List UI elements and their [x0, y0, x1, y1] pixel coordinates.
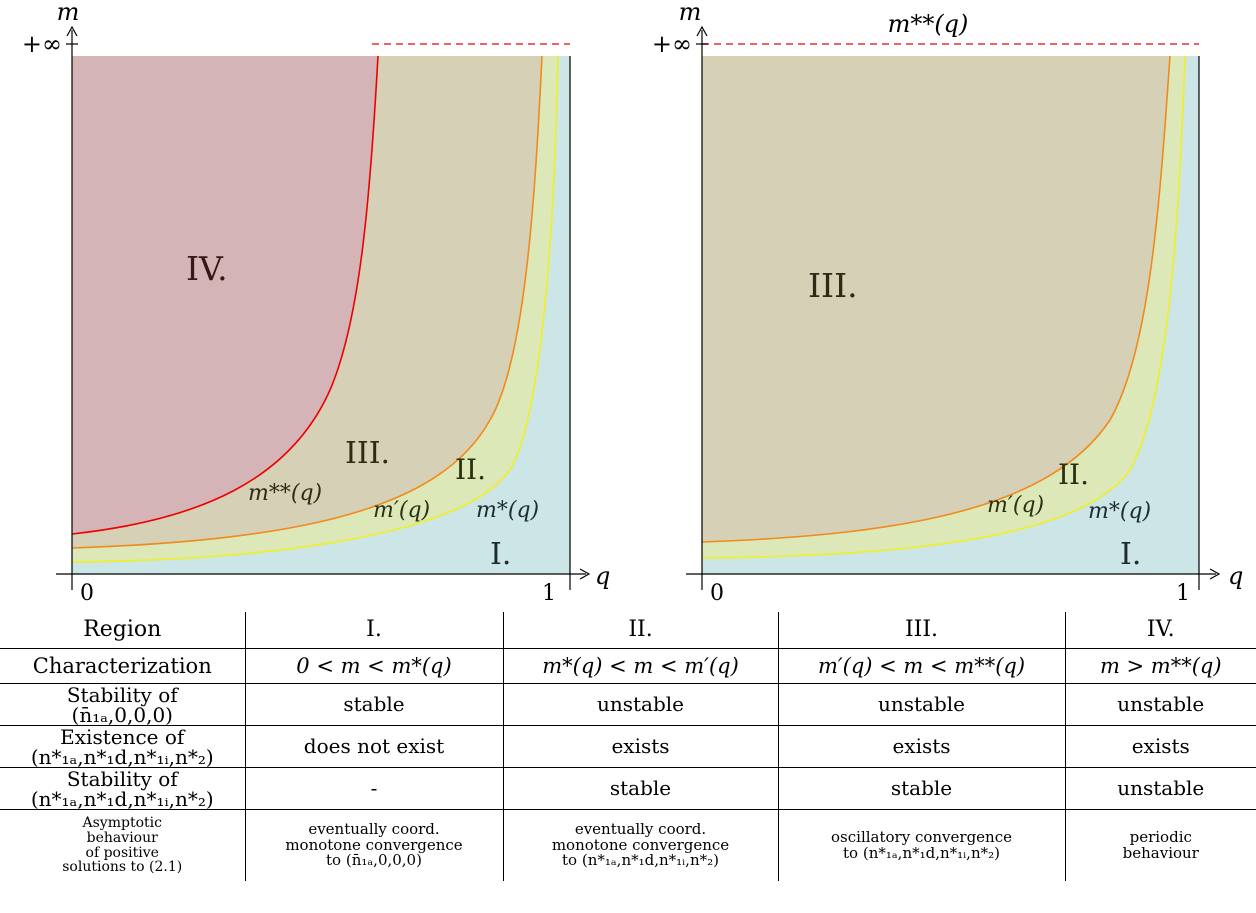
left-curve-m-prime: [71, 55, 543, 549]
left-y-axis-label: m: [57, 0, 80, 26]
left-x-axis-label: q: [595, 562, 610, 590]
asymptotic-label-line2: behaviour: [86, 829, 158, 846]
asymptotic-I: eventually coord. monotone convergence t…: [244, 809, 503, 881]
asymptotic-label-line1: Asymptotic: [82, 815, 162, 832]
left-plot: m +∞ q 0 1 IV. III. II. I. m**(q) m′(q) …: [22, 0, 610, 606]
left-region-I-label: I.: [490, 537, 511, 572]
stability-positive-III: stable: [777, 767, 1065, 810]
left-curve-m-star: [71, 55, 559, 563]
left-x-tick-1: 1: [542, 581, 556, 606]
right-y-axis-label: m: [679, 0, 702, 26]
left-y-top-tick: +∞: [22, 30, 62, 58]
stability-positive-II: stable: [502, 767, 778, 810]
asymptotic-I-line2: monotone convergence: [285, 835, 463, 854]
right-x-axis-arrow: [1209, 568, 1221, 580]
header-region-III: III.: [777, 612, 1065, 649]
table-row-asymptotic: Asymptotic behaviour of positive solutio…: [0, 809, 1256, 881]
asymptotic-II: eventually coord. monotone convergence t…: [502, 809, 778, 881]
region-summary-table: Region I. II. III. IV. Characterization …: [0, 612, 1256, 881]
asymptotic-IV-line1: periodic: [1129, 827, 1192, 846]
right-y-top-tick: +∞: [652, 30, 692, 58]
asymptotic-I-line3: to (n̄₁ₐ,0,0,0): [326, 851, 422, 870]
right-region-III-fill: [702, 56, 1170, 542]
right-plot: m +∞ m**(q) q 0 1 III. II. I. m′(q) m*(q…: [652, 0, 1243, 606]
left-region-II-label: II.: [455, 453, 486, 486]
right-curve-m-prime: [701, 55, 1171, 543]
right-curve-label-m-prime: m′(q): [987, 493, 1044, 518]
characterization-label: Characterization: [0, 648, 245, 684]
right-x-tick-1: 1: [1176, 581, 1190, 606]
existence-positive-IV: exists: [1064, 725, 1256, 768]
asymptotic-IV: periodic behaviour: [1064, 809, 1256, 881]
right-region-III-label: III.: [808, 266, 858, 305]
left-curve-label-m-prime: m′(q): [373, 498, 430, 523]
asymptotic-III-line1: oscillatory convergence: [831, 827, 1012, 846]
stability-trivial-II: unstable: [502, 683, 778, 726]
header-region-IV: IV.: [1064, 612, 1256, 649]
asymptotic-III-line2: to (n*₁ₐ,n*₁d,n*₁ᵢ,n*₂): [843, 843, 1000, 862]
characterization-I: 0 < m < m*(q): [244, 648, 503, 684]
table-row-existence-positive: Existence of (n*₁ₐ,n*₁d,n*₁ᵢ,n*₂) does n…: [0, 725, 1256, 768]
left-region-III-label: III.: [345, 436, 390, 471]
stability-trivial-label: Stability of (n̄₁ₐ,0,0,0): [0, 683, 245, 726]
existence-positive-label-line1: Existence of: [60, 725, 185, 749]
existence-positive-label-line2: (n*₁ₐ,n*₁d,n*₁ᵢ,n*₂): [30, 744, 214, 768]
existence-positive-I: does not exist: [244, 725, 503, 768]
stability-trivial-label-line2: (n̄₁ₐ,0,0,0): [71, 702, 173, 726]
table-row-characterization: Characterization 0 < m < m*(q) m*(q) < m…: [0, 648, 1256, 684]
stability-positive-I: -: [244, 767, 503, 810]
characterization-III: m′(q) < m < m**(q): [777, 648, 1065, 684]
existence-positive-III: exists: [777, 725, 1065, 768]
table-row-header: Region I. II. III. IV.: [0, 612, 1256, 649]
left-x-tick-0: 0: [80, 581, 94, 606]
left-curve-label-m-2star: m**(q): [248, 481, 322, 506]
stability-positive-label-line2: (n*₁ₐ,n*₁d,n*₁ᵢ,n*₂): [30, 786, 214, 810]
header-region-I: I.: [244, 612, 503, 649]
stability-trivial-IV: unstable: [1064, 683, 1256, 726]
asymptotic-I-line1: eventually coord.: [308, 819, 440, 838]
stability-trivial-label-line1: Stability of: [66, 683, 178, 707]
right-top-label: m**(q): [888, 10, 969, 38]
left-curve-m-2star: [71, 55, 379, 535]
right-x-tick-0: 0: [710, 581, 724, 606]
asymptotic-II-line2: monotone convergence: [551, 835, 730, 854]
right-curve-m-star: [701, 55, 1186, 559]
asymptotic-II-line1: eventually coord.: [574, 819, 707, 838]
right-curve-label-m-star: m*(q): [1088, 499, 1151, 524]
right-region-II-label: II.: [1058, 458, 1089, 491]
table-row-stability-positive: Stability of (n*₁ₐ,n*₁d,n*₁ᵢ,n*₂) - stab…: [0, 767, 1256, 810]
left-y-axis-arrow: [66, 25, 78, 37]
existence-positive-label: Existence of (n*₁ₐ,n*₁d,n*₁ᵢ,n*₂): [0, 725, 245, 768]
stability-trivial-I: stable: [244, 683, 503, 726]
right-region-I-label: I.: [1120, 537, 1141, 572]
asymptotic-III: oscillatory convergence to (n*₁ₐ,n*₁d,n*…: [777, 809, 1065, 881]
table-row-stability-trivial: Stability of (n̄₁ₐ,0,0,0) stable unstabl…: [0, 683, 1256, 726]
asymptotic-II-line3: to (n*₁ₐ,n*₁d,n*₁ᵢ,n*₂): [562, 851, 719, 870]
asymptotic-label-line4: solutions to (2.1): [62, 859, 183, 876]
stability-positive-label: Stability of (n*₁ₐ,n*₁d,n*₁ᵢ,n*₂): [0, 767, 245, 810]
right-y-axis-arrow: [696, 25, 708, 37]
phase-diagrams: m +∞ q 0 1 IV. III. II. I. m**(q) m′(q) …: [22, 0, 1243, 606]
left-region-IV-label: IV.: [186, 249, 228, 288]
left-x-axis-arrow: [579, 568, 591, 580]
existence-positive-II: exists: [502, 725, 778, 768]
asymptotic-label-line3: of positive: [85, 844, 159, 861]
stability-positive-IV: unstable: [1064, 767, 1256, 810]
right-x-axis-label: q: [1228, 562, 1243, 590]
characterization-IV: m > m**(q): [1064, 648, 1256, 684]
left-curve-label-m-star: m*(q): [476, 498, 539, 523]
header-region-II: II.: [502, 612, 778, 649]
header-region-label: Region: [83, 617, 162, 642]
characterization-II: m*(q) < m < m′(q): [502, 648, 778, 684]
asymptotic-label: Asymptotic behaviour of positive solutio…: [0, 809, 245, 881]
stability-trivial-III: unstable: [777, 683, 1065, 726]
stability-positive-label-line1: Stability of: [66, 767, 178, 791]
asymptotic-IV-line2: behaviour: [1122, 843, 1199, 862]
left-region-IV-fill: [72, 56, 378, 534]
